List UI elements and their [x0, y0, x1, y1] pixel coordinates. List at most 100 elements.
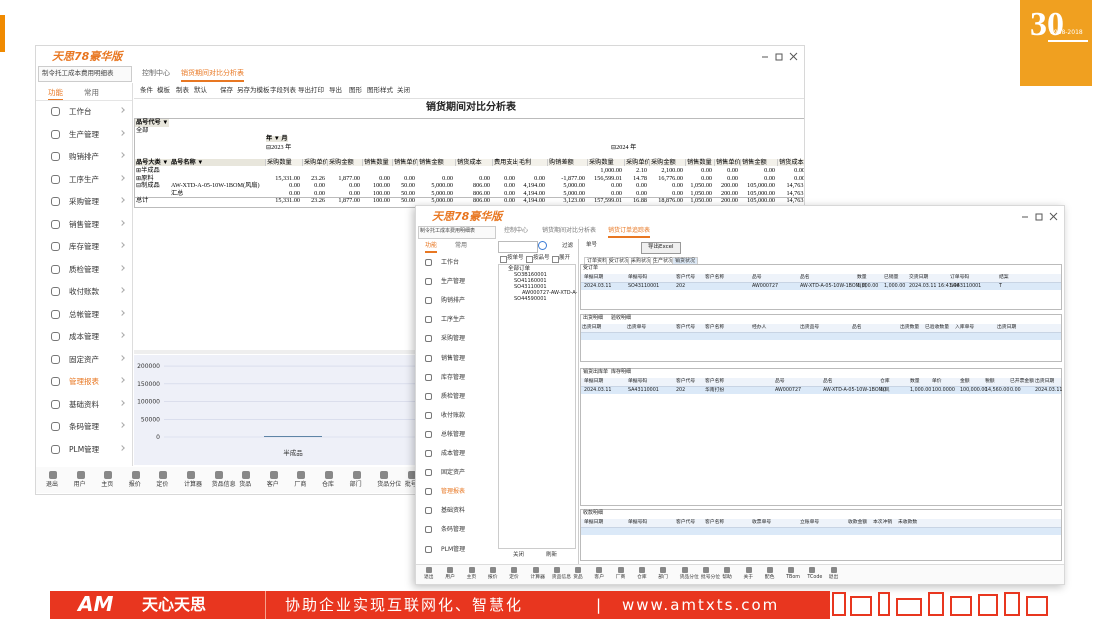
menu-item[interactable]: 生产管理: [69, 129, 99, 139]
section-tab[interactable]: 收款明细: [583, 510, 604, 516]
window-controls[interactable]: [760, 51, 800, 63]
toolbar-item[interactable]: 厂商: [615, 575, 626, 580]
toolbar-button[interactable]: 导出打印: [298, 86, 324, 94]
toolbar-item[interactable]: 关于: [743, 575, 754, 580]
section-tab[interactable]: 出货明细: [583, 315, 604, 321]
toolbar-item[interactable]: 退出: [828, 575, 839, 580]
toolbar-item[interactable]: TCode: [807, 575, 823, 580]
tab[interactable]: 销货期间对比分析表: [181, 70, 244, 82]
menu-item[interactable]: 质检管理: [441, 392, 466, 400]
toolbar-item[interactable]: 用户: [73, 481, 86, 488]
toolbar-item[interactable]: 批号分位: [700, 575, 721, 580]
export-button[interactable]: 导出Excel: [641, 242, 681, 254]
menu-item[interactable]: 购销排产: [69, 152, 99, 161]
menu-item[interactable]: 成本管理: [69, 332, 99, 341]
toolbar-item[interactable]: 报价: [487, 575, 498, 580]
toolbar-item[interactable]: 计算器: [530, 575, 545, 580]
menu-item[interactable]: 基础资料: [69, 399, 99, 409]
sidebar-tab[interactable]: 常用: [455, 242, 468, 249]
section-tab[interactable]: 受订单: [583, 265, 599, 271]
toolbar-item[interactable]: 货品信息: [211, 481, 236, 488]
menu-item[interactable]: PLM管理: [441, 545, 466, 553]
tree-item[interactable]: AW000727-AW-XTD-A-: [522, 290, 578, 296]
toolbar-item[interactable]: 客户: [594, 575, 604, 580]
toolbar-item[interactable]: 退出: [46, 481, 59, 488]
menu-item[interactable]: 库存管理: [441, 373, 466, 381]
toolbar-button[interactable]: 另存为模板: [237, 86, 270, 94]
menu-item[interactable]: 销售管理: [69, 219, 99, 229]
menu-item[interactable]: 总帐管理: [69, 309, 99, 319]
toolbar-item[interactable]: 厂商: [294, 481, 307, 488]
tree-root[interactable]: 全部订单: [508, 266, 531, 272]
toolbar-item[interactable]: 仓库: [322, 481, 335, 488]
filter-button[interactable]: 过滤: [562, 243, 574, 249]
section-tab[interactable]: 验收明细: [611, 315, 632, 321]
check-label[interactable]: 按单号: [507, 255, 524, 261]
sidebar-tab[interactable]: 功能: [48, 89, 63, 101]
toolbar-button[interactable]: 图形: [349, 86, 362, 94]
toolbar-item[interactable]: 货品信息: [551, 575, 571, 580]
tree-button[interactable]: 关闭: [513, 552, 525, 558]
menu-item[interactable]: 工序生产: [69, 174, 99, 184]
menu-item[interactable]: 收付账款: [441, 411, 466, 419]
toolbar-item[interactable]: 报价: [128, 481, 141, 488]
toolbar-item[interactable]: 配色: [764, 575, 775, 580]
menu-item[interactable]: 管理报表: [69, 377, 99, 386]
toolbar-item[interactable]: 货品: [239, 481, 252, 488]
tab[interactable]: 控制中心: [142, 69, 170, 77]
sidebar-tab[interactable]: 功能: [425, 243, 438, 253]
toolbar-item[interactable]: 主页: [466, 575, 477, 580]
tree-item[interactable]: SO43110001: [514, 284, 547, 290]
menu-item[interactable]: 生产管理: [441, 278, 466, 286]
menu-item[interactable]: 基础资料: [441, 507, 466, 515]
menu-item[interactable]: 管理报表: [441, 488, 466, 496]
menu-item[interactable]: 采购管理: [441, 335, 466, 343]
toolbar-item[interactable]: 帮助: [722, 575, 732, 580]
menu-item[interactable]: 成本管理: [441, 450, 466, 457]
toolbar-button[interactable]: 默认: [194, 86, 207, 94]
toolbar-item[interactable]: 客户: [266, 481, 279, 488]
section-tab[interactable]: 销货出库单: [583, 369, 609, 375]
menu-item[interactable]: 总帐管理: [441, 430, 466, 438]
check-label[interactable]: 展开: [559, 255, 571, 261]
toolbar-item[interactable]: 退出: [424, 575, 434, 580]
check-label[interactable]: 按品号: [533, 255, 550, 261]
menu-item[interactable]: 购销排产: [441, 297, 466, 305]
menu-item[interactable]: 库存管理: [69, 242, 99, 251]
toolbar-item[interactable]: 定价: [509, 575, 519, 580]
menu-item[interactable]: 工作台: [69, 107, 92, 116]
sidebar-tab[interactable]: 常用: [84, 88, 99, 97]
menu-item[interactable]: 销售管理: [441, 354, 466, 362]
toolbar-item[interactable]: 部门: [349, 481, 362, 488]
toolbar-button[interactable]: 模板: [157, 86, 170, 94]
toolbar-item[interactable]: 货品: [573, 575, 583, 580]
menu-item[interactable]: 条码管理: [441, 526, 466, 534]
toolbar-item[interactable]: 仓库: [637, 575, 647, 580]
toolbar-button[interactable]: 图形样式: [367, 86, 393, 94]
section-tab[interactable]: 库存明细: [611, 369, 632, 375]
toolbar-button[interactable]: 导出: [329, 86, 342, 94]
tab[interactable]: 销货订单追踪表: [608, 228, 651, 238]
menu-item[interactable]: PLM管理: [69, 444, 100, 454]
tab[interactable]: 销货期间对比分析表: [542, 227, 597, 234]
toolbar-item[interactable]: 主页: [101, 481, 114, 488]
toolbar-button[interactable]: 保存: [220, 86, 233, 94]
toolbar-button[interactable]: 字段列表: [270, 86, 296, 94]
tree-item[interactable]: SO44590001: [514, 296, 547, 302]
toolbar-button[interactable]: 条件: [140, 86, 153, 94]
toolbar-item[interactable]: 计算器: [184, 481, 203, 488]
toolbar-item[interactable]: TBom: [786, 575, 800, 580]
menu-item[interactable]: 固定资产: [69, 354, 99, 364]
toolbar-button[interactable]: 制表: [176, 86, 189, 94]
toolbar-item[interactable]: 用户: [445, 575, 455, 580]
toolbar-button[interactable]: 关闭: [397, 86, 410, 94]
tab[interactable]: 控制中心: [504, 227, 529, 234]
window-controls[interactable]: [1020, 211, 1060, 223]
toolbar-item[interactable]: 货品分位: [377, 481, 402, 488]
menu-item[interactable]: 工作台: [441, 259, 460, 266]
tree-button[interactable]: 刷新: [546, 552, 558, 558]
menu-item[interactable]: 工序生产: [441, 316, 466, 324]
menu-item[interactable]: 采购管理: [69, 197, 99, 206]
tree-item[interactable]: SO3B160001: [514, 272, 547, 278]
toolbar-item[interactable]: 批号: [404, 481, 417, 488]
